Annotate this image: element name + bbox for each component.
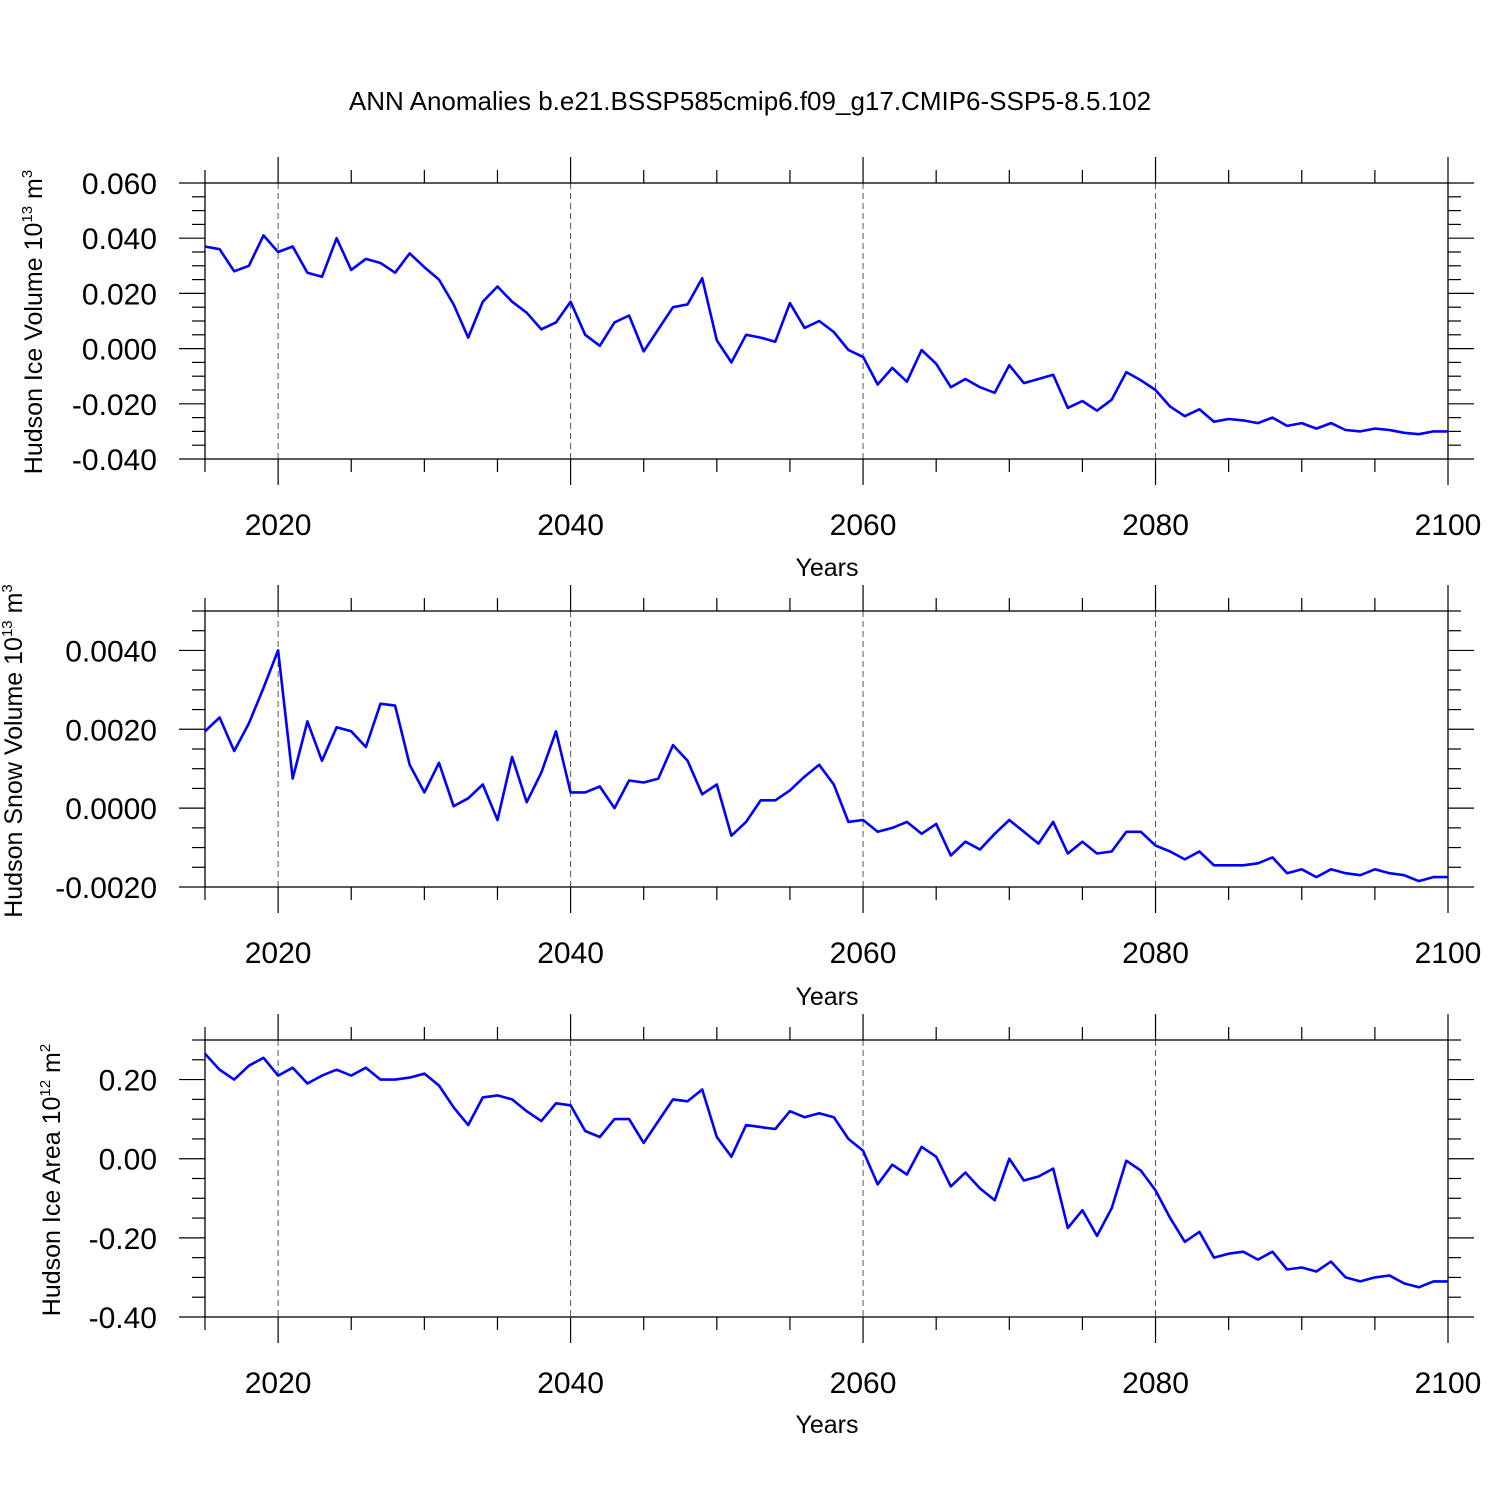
y-tick-label: 0.020 [82,278,157,311]
x-tick-label: 2020 [245,1367,312,1400]
y-tick-label: 0.20 [99,1065,157,1098]
x-tick-label: 2100 [1415,509,1482,542]
y-tick-label: -0.040 [72,444,157,477]
panel-snow-volume: Hudson Snow Volume 1013 m3 Years -0.0020… [0,584,1481,1011]
x-axis-title-ice-area: Years [795,1411,858,1439]
y-tick-label: 0.040 [82,223,157,256]
series-line-ice-area [204,1052,1448,1289]
x-tick-label: 2100 [1415,937,1482,970]
x-tick-label: 2040 [537,509,604,542]
x-tick-label: 2080 [1122,509,1189,542]
y-tick-label: 0.060 [82,168,157,201]
y-tick-label: -0.40 [89,1302,157,1335]
x-tick-label: 2080 [1122,937,1189,970]
figure-title: ANN Anomalies b.e21.BSSP585cmip6.f09_g17… [349,86,1151,116]
x-axis-title-snow-volume: Years [795,983,858,1011]
x-tick-label: 2060 [830,509,897,542]
series-line-ice-volume [204,234,1448,436]
series-line-snow-volume [204,649,1448,883]
y-tick-label: 0.0040 [65,635,157,668]
y-axis-title-ice-area: Hudson Ice Area 1012 m2 [37,1044,66,1316]
panel-ice-area: Hudson Ice Area 1012 m2 Years -0.40 -0.20… [37,1014,1481,1439]
x-tick-label: 2100 [1415,1367,1482,1400]
y-tick-label: -0.0020 [55,872,157,905]
x-axis-title-ice-volume: Years [795,554,858,582]
y-tick-label: 0.00 [99,1144,157,1177]
x-tick-label: 2020 [245,937,312,970]
x-tick-label: 2020 [245,509,312,542]
y-tick-label: -0.020 [72,389,157,422]
y-tick-label: 0.0000 [65,793,157,826]
x-tick-label: 2040 [537,1367,604,1400]
y-tick-label: 0.000 [82,334,157,367]
y-axis-title-snow-volume: Hudson Snow Volume 1013 m3 [0,584,28,918]
x-tick-label: 2080 [1122,1367,1189,1400]
x-tick-label: 2060 [830,937,897,970]
x-tick-label: 2060 [830,1367,897,1400]
y-tick-label: -0.20 [89,1223,157,1256]
x-tick-label: 2040 [537,937,604,970]
y-tick-label: 0.0020 [65,714,157,747]
panel-ice-volume: Hudson Ice Volume 1013 m3 Years -0.040 -0… [19,157,1481,582]
y-axis-title-ice-volume: Hudson Ice Volume 1013 m3 [19,170,48,474]
